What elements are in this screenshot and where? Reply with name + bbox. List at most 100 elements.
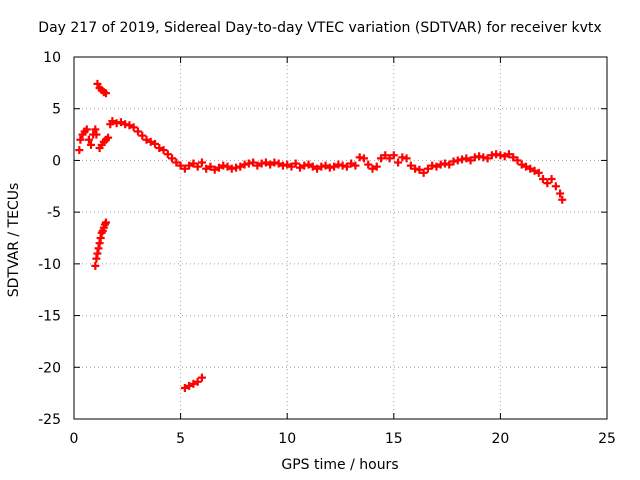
- data-points: [75, 79, 567, 392]
- data-point: [189, 159, 198, 168]
- data-point: [193, 162, 202, 171]
- y-tick-label: -10: [38, 257, 61, 273]
- data-point: [168, 154, 177, 163]
- y-tick-label: 10: [43, 50, 61, 66]
- x-tick-label: 20: [491, 431, 509, 447]
- data-point: [283, 160, 292, 169]
- data-point: [151, 139, 160, 148]
- data-point: [214, 163, 223, 172]
- data-point: [223, 162, 232, 171]
- data-point: [155, 144, 164, 153]
- data-point: [359, 154, 368, 163]
- data-point: [125, 121, 134, 130]
- data-point: [547, 175, 556, 184]
- data-point: [308, 162, 317, 171]
- data-point: [445, 160, 454, 169]
- data-point: [466, 156, 475, 165]
- data-point: [92, 130, 101, 139]
- y-tick-label: 0: [52, 153, 61, 169]
- data-point: [347, 159, 356, 168]
- data-point: [364, 160, 373, 169]
- x-axis-label: GPS time / hours: [281, 457, 399, 473]
- plot-area-frame: [73, 56, 608, 420]
- data-point: [206, 162, 215, 171]
- data-point: [146, 137, 155, 146]
- x-tick-label: 10: [278, 431, 296, 447]
- data-point: [138, 131, 147, 140]
- data-point: [197, 158, 206, 167]
- data-point: [543, 179, 552, 188]
- data-point: [381, 151, 390, 160]
- data-point: [432, 162, 441, 171]
- data-point: [189, 379, 198, 388]
- x-tick-label: 5: [176, 431, 185, 447]
- data-point: [274, 159, 283, 168]
- data-point: [389, 151, 398, 160]
- data-point: [249, 158, 258, 167]
- data-point: [101, 218, 110, 227]
- data-point: [385, 154, 394, 163]
- data-point: [321, 161, 330, 170]
- axis-ticks: 0 5 10 15 20 25 -25 -20 -15 -10 -5 0 5 10: [38, 50, 616, 447]
- data-point: [526, 164, 535, 173]
- x-tick-label: 0: [70, 431, 79, 447]
- data-point: [202, 164, 211, 173]
- data-point: [530, 166, 539, 175]
- data-point: [82, 125, 91, 134]
- data-point: [556, 189, 565, 198]
- x-tick-label: 15: [385, 431, 403, 447]
- data-point: [93, 79, 102, 88]
- data-point: [87, 140, 96, 149]
- data-point: [423, 164, 432, 173]
- data-point: [108, 117, 117, 126]
- data-point: [116, 118, 125, 127]
- data-point: [394, 158, 403, 167]
- y-axis-label: SDTVAR / TECUs: [6, 182, 22, 298]
- data-point: [210, 165, 219, 174]
- data-point: [197, 373, 206, 382]
- data-point: [304, 160, 313, 169]
- data-point: [76, 135, 85, 144]
- data-point: [185, 381, 194, 390]
- chart-title: Day 217 of 2019, Sidereal Day-to-day VTE…: [38, 20, 602, 36]
- data-point: [253, 161, 262, 170]
- data-point: [185, 161, 194, 170]
- data-point: [558, 195, 567, 204]
- data-point: [163, 150, 172, 159]
- data-point: [295, 163, 304, 172]
- data-point: [101, 89, 110, 98]
- data-point: [462, 154, 471, 163]
- data-point: [104, 133, 113, 142]
- data-point: [129, 123, 138, 132]
- y-tick-label: -5: [47, 205, 61, 221]
- grid-lines: [74, 57, 607, 419]
- data-point: [372, 162, 381, 171]
- data-point: [266, 160, 275, 169]
- data-point: [261, 158, 270, 167]
- data-point: [84, 135, 93, 144]
- data-point: [142, 135, 151, 144]
- y-tick-label: -15: [38, 309, 61, 325]
- data-point: [313, 164, 322, 173]
- data-point: [406, 161, 415, 170]
- data-point: [377, 154, 386, 163]
- data-point: [330, 162, 339, 171]
- y-tick-label: -25: [38, 412, 61, 428]
- data-point: [172, 158, 181, 167]
- y-tick-label: -20: [38, 360, 61, 376]
- data-point: [517, 160, 526, 169]
- data-point: [509, 153, 518, 162]
- data-point: [500, 152, 509, 161]
- x-tick-label: 25: [598, 431, 616, 447]
- data-point: [287, 162, 296, 171]
- data-point: [483, 154, 492, 163]
- data-point: [551, 182, 560, 191]
- data-point: [180, 383, 189, 392]
- data-point: [159, 146, 168, 155]
- data-point: [402, 154, 411, 163]
- data-point: [236, 162, 245, 171]
- data-point: [513, 156, 522, 165]
- data-point: [539, 175, 548, 184]
- data-point: [75, 146, 84, 155]
- y-tick-label: 5: [52, 102, 61, 118]
